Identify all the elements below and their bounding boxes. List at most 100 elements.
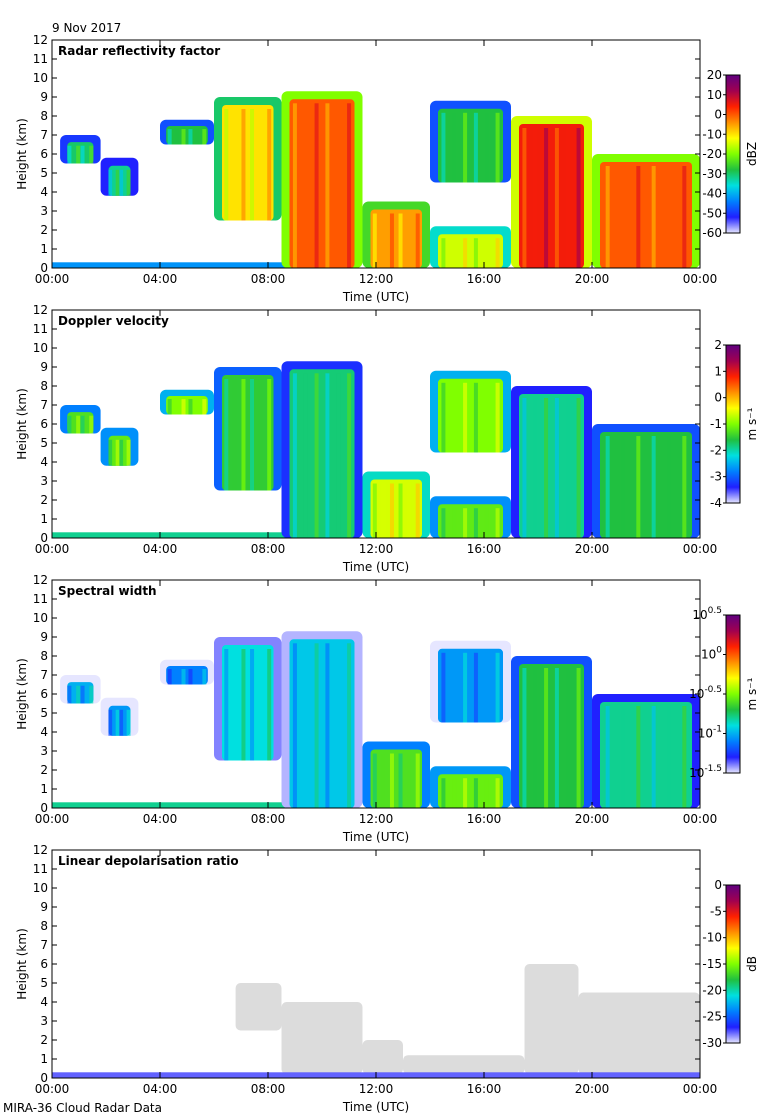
cloud-streak xyxy=(292,373,297,538)
y-tick-label: 1 xyxy=(40,782,48,796)
x-tick-label: 00:00 xyxy=(683,542,718,556)
y-tick-label: 6 xyxy=(40,687,48,701)
cloud-streak xyxy=(463,508,468,538)
cloud-core xyxy=(519,394,584,538)
cloud-streak xyxy=(336,103,341,268)
y-tick-label: 11 xyxy=(33,862,48,876)
cloud-core xyxy=(438,234,503,268)
x-axis-label: Time (UTC) xyxy=(342,830,409,844)
colorbar-label: m s⁻¹ xyxy=(745,677,759,710)
cloud-streak xyxy=(484,652,489,723)
cloud-region xyxy=(214,367,282,491)
x-tick-label: 00:00 xyxy=(35,812,70,826)
colorbar-tick-label: -10 xyxy=(702,931,722,945)
cloud-streak xyxy=(195,129,200,145)
cloud-streak xyxy=(636,436,641,538)
cloud-streak xyxy=(347,643,352,808)
cloud-streak xyxy=(241,649,246,761)
cloud-streak xyxy=(452,508,457,538)
colorbar-tick-label: 20 xyxy=(707,68,722,82)
x-tick-label: 04:00 xyxy=(143,542,178,556)
surface-clutter xyxy=(52,802,295,808)
x-tick-label: 08:00 xyxy=(251,812,286,826)
cloud-streak xyxy=(336,373,341,538)
cloud-streak xyxy=(174,669,179,685)
cloud-region xyxy=(362,471,430,538)
cloud-streak xyxy=(80,685,85,704)
colorbar xyxy=(725,614,741,774)
cloud-streak xyxy=(195,399,200,415)
cloud-streak xyxy=(452,652,457,723)
cloud-region xyxy=(511,116,592,268)
cloud-streak xyxy=(441,508,446,538)
cloud-streak xyxy=(122,709,127,736)
cloud-streak xyxy=(636,166,641,268)
y-tick-label: 7 xyxy=(40,128,48,142)
cloud-streak xyxy=(325,103,330,268)
cloud-region xyxy=(430,766,511,808)
masked-region xyxy=(403,1055,525,1075)
x-tick-label: 20:00 xyxy=(575,272,610,286)
cloud-streak xyxy=(651,436,656,538)
x-tick-label: 00:00 xyxy=(35,1082,70,1096)
cloud-streak xyxy=(292,643,297,808)
cloud-streak xyxy=(347,103,352,268)
cloud-streak xyxy=(473,112,478,183)
y-tick-label: 0 xyxy=(40,261,48,275)
cloud-streak xyxy=(452,382,457,453)
cloud-streak xyxy=(115,169,120,196)
x-tick-label: 00:00 xyxy=(683,812,718,826)
cloud-core xyxy=(166,395,208,415)
y-tick-label: 4 xyxy=(40,725,48,739)
cloud-streak xyxy=(381,753,386,808)
y-tick-label: 11 xyxy=(33,592,48,606)
cloud-region xyxy=(430,226,511,268)
y-tick-label: 10 xyxy=(33,71,48,85)
data-layer xyxy=(52,631,700,808)
colorbar-tick-label: 10-0.5 xyxy=(689,685,722,701)
y-tick-label: 11 xyxy=(33,322,48,336)
cloud-streak xyxy=(303,643,308,808)
cloud-region xyxy=(60,675,101,704)
x-axis-label: Time (UTC) xyxy=(342,560,409,574)
cloud-streak xyxy=(232,109,237,221)
cloud-streak xyxy=(415,753,420,808)
x-tick-label: 08:00 xyxy=(251,542,286,556)
cloud-core xyxy=(370,209,422,268)
x-tick-label: 08:00 xyxy=(251,1082,286,1096)
cloud-streak xyxy=(522,398,527,538)
cloud-streak xyxy=(126,709,131,736)
cloud-streak xyxy=(441,238,446,268)
cloud-streak xyxy=(407,753,412,808)
cloud-streak xyxy=(336,643,341,808)
y-tick-label: 0 xyxy=(40,531,48,545)
cloud-streak xyxy=(188,129,193,145)
cloud-streak xyxy=(533,398,538,538)
cloud-streak xyxy=(195,669,200,685)
y-tick-label: 7 xyxy=(40,668,48,682)
y-axis-label: Height (km) xyxy=(15,658,29,729)
cloud-streak xyxy=(605,436,610,538)
data-layer xyxy=(52,91,700,268)
cloud-streak xyxy=(398,213,403,268)
cloud-core xyxy=(438,774,503,808)
cloud-core xyxy=(438,108,503,183)
colorbar xyxy=(725,74,741,234)
x-tick-label: 16:00 xyxy=(467,1082,502,1096)
cloud-region xyxy=(100,427,139,466)
cloud-streak xyxy=(554,668,559,808)
cloud-streak xyxy=(544,668,549,808)
cloud-streak xyxy=(522,128,527,268)
cloud-streak xyxy=(605,706,610,808)
data-layer xyxy=(52,361,700,538)
cloud-streak xyxy=(76,145,81,164)
colorbar-label: m s⁻¹ xyxy=(745,407,759,440)
cloud-streak xyxy=(112,169,117,196)
colorbar-tick-label: 0 xyxy=(714,878,722,892)
cloud-core xyxy=(519,124,584,268)
cloud-core xyxy=(438,504,503,538)
y-tick-label: 1 xyxy=(40,512,48,526)
cloud-streak xyxy=(495,778,500,808)
